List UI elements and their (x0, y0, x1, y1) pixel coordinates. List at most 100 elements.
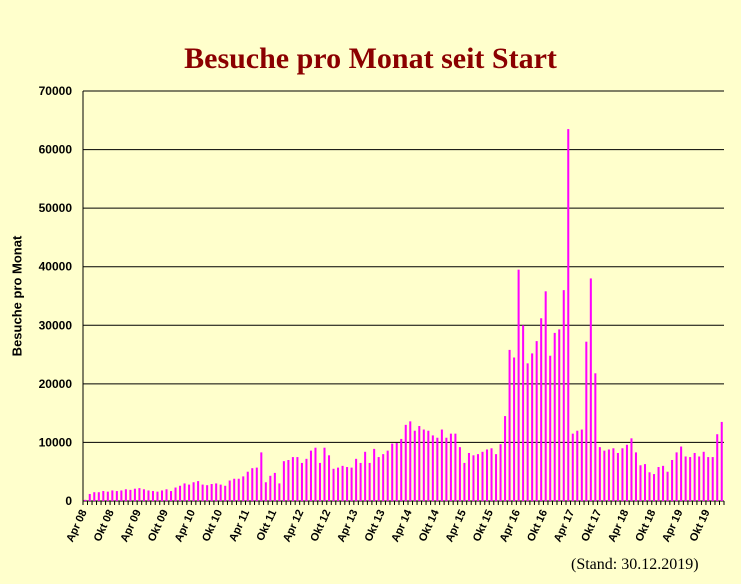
bar (197, 481, 200, 501)
y-tick-label: 70000 (39, 84, 73, 98)
bar (607, 449, 610, 501)
x-tick-label: Apr 11 (227, 508, 252, 544)
bar (210, 484, 213, 501)
bar (634, 452, 637, 501)
bar (206, 485, 209, 501)
bar (463, 462, 466, 501)
bar (305, 458, 308, 501)
bar (273, 472, 276, 501)
bar (264, 482, 267, 501)
x-tick-label: Okt 09 (146, 508, 171, 544)
bar (337, 467, 340, 501)
bar (255, 467, 258, 501)
bar (431, 435, 434, 501)
x-tick-label: Okt 18 (633, 508, 658, 544)
bar (540, 318, 543, 501)
bar (355, 458, 358, 501)
bar (93, 492, 96, 501)
x-tick-label: Okt 13 (363, 508, 388, 544)
bar (84, 499, 87, 501)
bar (156, 491, 159, 501)
bar (702, 451, 705, 501)
bar (653, 474, 656, 501)
bar (323, 447, 326, 501)
bar (106, 491, 109, 501)
bar (535, 341, 538, 501)
bar (133, 488, 136, 501)
bar (549, 355, 552, 501)
stand-note: (Stand: 30.12.2019) (571, 556, 699, 573)
x-tick-label: Apr 13 (335, 508, 360, 544)
bar (720, 421, 723, 501)
x-tick-label: Okt 16 (525, 508, 550, 544)
bar (192, 482, 195, 501)
bar (553, 332, 556, 501)
bar (129, 489, 132, 501)
bar (179, 485, 182, 501)
bar (386, 450, 389, 501)
bar (373, 448, 376, 501)
bar (594, 373, 597, 501)
bar (318, 462, 322, 501)
bar (458, 447, 461, 501)
bar (544, 291, 547, 501)
bar (711, 457, 714, 501)
bar (671, 460, 674, 501)
bar (693, 452, 696, 501)
x-tick-label: Apr 08 (64, 508, 89, 544)
bar (359, 462, 362, 501)
x-tick-label: Okt 17 (579, 508, 604, 544)
bar (698, 456, 701, 501)
bar (716, 434, 719, 501)
y-tick-label: 50000 (39, 201, 73, 215)
x-tick-label: Okt 15 (471, 508, 496, 544)
y-tick-label: 30000 (39, 318, 73, 332)
x-tick-label: Okt 10 (200, 508, 225, 544)
bar (183, 483, 186, 501)
x-tick-label: Apr 10 (173, 508, 198, 544)
bar (233, 478, 236, 501)
bar (242, 476, 245, 501)
bar (174, 487, 177, 501)
bar (499, 444, 502, 501)
bar (684, 456, 687, 501)
bar (495, 454, 498, 501)
bar (228, 480, 231, 501)
bar (282, 461, 285, 501)
bar (422, 429, 425, 501)
bar (300, 462, 303, 501)
bar (188, 484, 191, 501)
x-tick-label: Okt 14 (417, 507, 442, 543)
bar (675, 452, 678, 501)
bar (580, 429, 583, 501)
bar (368, 462, 371, 501)
bar (142, 489, 145, 501)
bar (598, 447, 601, 501)
x-tick-label: Okt 19 (688, 508, 713, 544)
bar (350, 467, 353, 501)
bar (404, 424, 407, 501)
bar (328, 455, 331, 501)
bar (291, 457, 294, 501)
bar (449, 433, 452, 501)
bar (111, 490, 114, 501)
bar (522, 325, 525, 501)
y-tick-label: 60000 (39, 143, 73, 157)
bar (440, 429, 443, 501)
bar (662, 465, 665, 501)
x-tick-label: Apr 16 (498, 508, 523, 544)
bar (332, 468, 335, 501)
x-tick-label: Okt 12 (308, 508, 333, 544)
bar (400, 438, 403, 501)
bar (418, 426, 421, 501)
bar (630, 438, 633, 501)
bar (382, 454, 385, 501)
bar (558, 329, 561, 501)
bar (395, 443, 398, 501)
bar (120, 490, 123, 501)
bar (269, 475, 272, 501)
bar (341, 465, 344, 501)
x-tick-label: Apr 12 (281, 508, 306, 544)
y-tick-label: 20000 (39, 377, 73, 391)
y-tick-label: 10000 (39, 435, 73, 449)
